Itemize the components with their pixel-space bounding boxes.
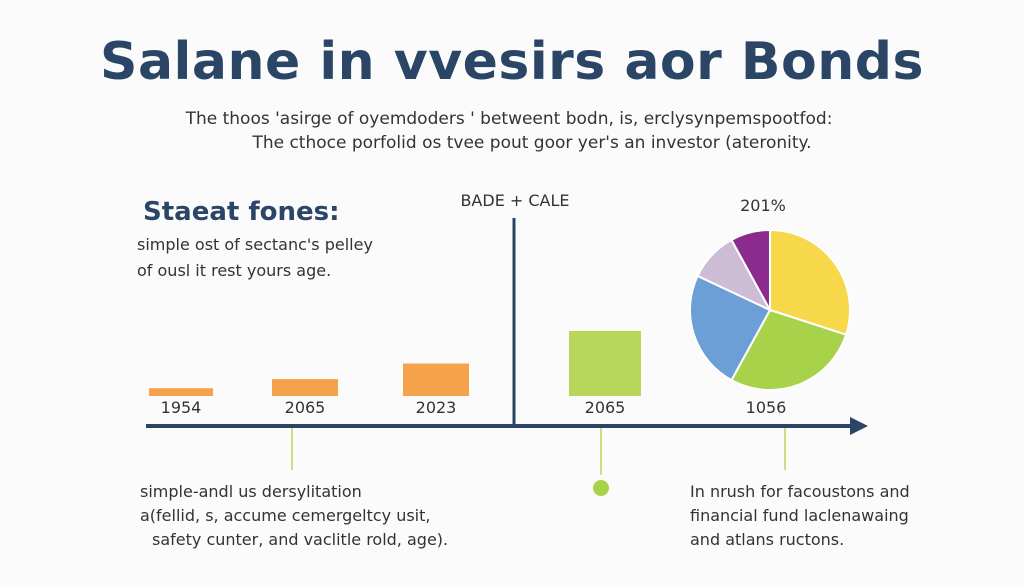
marker-dot [593,480,609,496]
subtitle-line-1: The thoos 'asirge of oyemdoders ' betwee… [185,109,833,129]
note-left-line-1: simple-andl us dersylitation [140,482,362,501]
bar-label-0: 1954 [161,398,202,417]
bar-2 [403,363,469,396]
chart-header-label: BADE + CALE [460,191,569,210]
left-panel-heading: Staeat fones: [143,197,340,227]
pie-bottom-label: 1056 [746,398,787,417]
pie-slice-2 [689,274,772,382]
bar-label-3: 2065 [585,398,626,417]
left-panel-text-2: of ousl it rest yours age. [137,261,332,280]
note-right-line-3: and atlans ructons. [690,530,845,549]
note-left-line-2: a(fellid, s, accume cemergeltcy usit, [140,506,431,525]
pie-top-label: 201% [740,196,786,215]
note-right-line-1: In nrush for facoustons and [690,482,910,501]
bar-label-1: 2065 [285,398,326,417]
bar-label-2: 2023 [416,398,457,417]
page-title: Salane in vvesirs aor Bonds [100,32,924,92]
note-right-line-2: financial fund laclenawaing [690,506,909,525]
note-left-line-3: safety cunter, and vaclitle rold, age). [152,530,449,549]
bar-3 [569,331,641,396]
subtitle-line-2: The cthoce porfolid os tvee pout goor ye… [252,133,812,153]
bar-0 [149,388,213,396]
pie-slice-4 [730,228,771,311]
left-panel-text-1: simple ost of sectanc's pelley [137,235,373,254]
pie-chart [689,228,851,391]
timeline-arrowhead [850,417,868,435]
bars-layer: 1954 2065 2023 2065 [149,331,641,417]
bar-1 [272,379,338,396]
pie-slice-0 [769,228,851,336]
